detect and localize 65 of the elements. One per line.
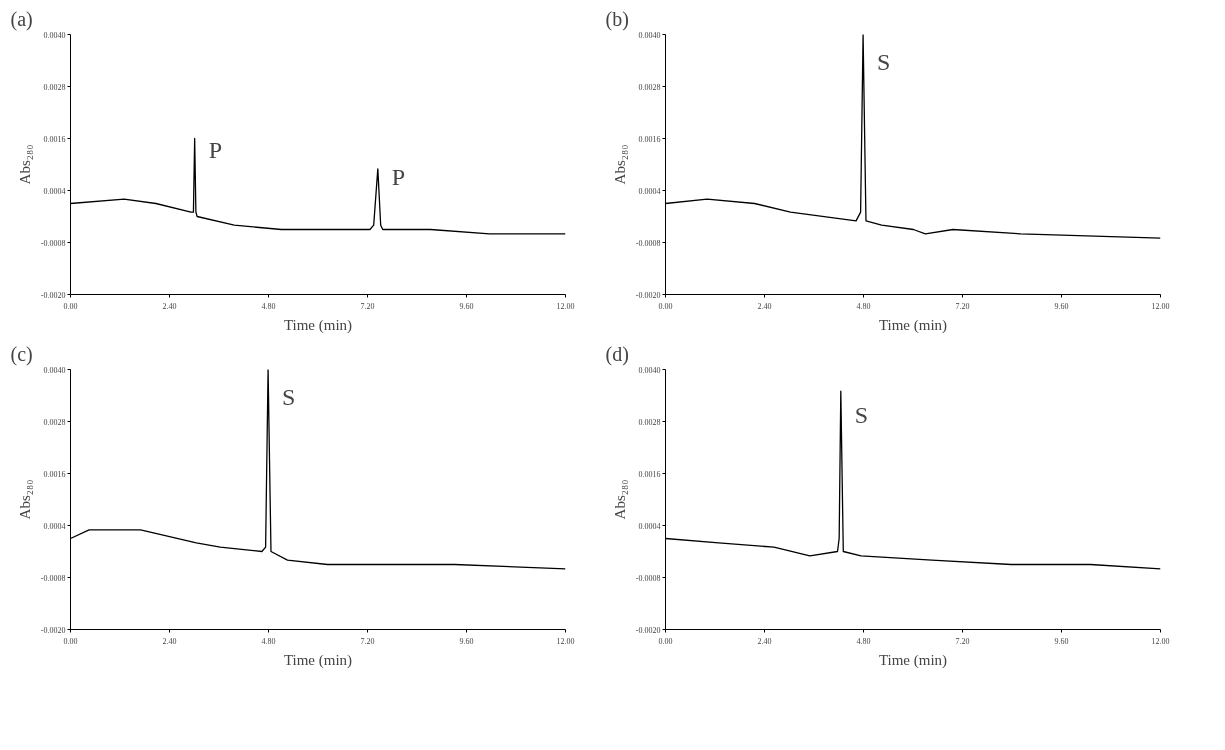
annotation: S bbox=[854, 402, 869, 429]
x-tick-label: 9.60 bbox=[1054, 301, 1069, 311]
y-axis-title: Abs₂₈₀ bbox=[611, 479, 628, 520]
y-tick-label: 0.0016 bbox=[43, 469, 66, 479]
y-axis-title: Abs₂₈₀ bbox=[611, 144, 628, 185]
x-tick-label: 0.00 bbox=[63, 636, 78, 646]
x-tick-label: 0.00 bbox=[658, 301, 673, 311]
y-tick-label: 0.0040 bbox=[638, 365, 661, 375]
y-tick-label: 0.0016 bbox=[638, 134, 661, 144]
x-tick-label: 7.20 bbox=[360, 636, 375, 646]
x-tick-label: 9.60 bbox=[459, 301, 474, 311]
annotation: S bbox=[282, 383, 296, 410]
x-tick-label: 2.40 bbox=[162, 301, 177, 311]
x-tick-label: 2.40 bbox=[757, 301, 772, 311]
y-tick-label: 0.0028 bbox=[638, 417, 661, 427]
y-tick-label: 0.0040 bbox=[43, 30, 66, 40]
x-axis-title: Time (min) bbox=[878, 316, 948, 334]
chart-title: (a) bbox=[10, 7, 33, 31]
y-tick-label: -0.0020 bbox=[635, 290, 661, 300]
x-tick-label: 4.80 bbox=[261, 636, 276, 646]
y-tick-label: 0.0016 bbox=[43, 134, 66, 144]
annotation: P bbox=[391, 164, 406, 191]
x-tick-label: 0.00 bbox=[63, 301, 78, 311]
x-axis-title: Time (min) bbox=[283, 651, 353, 669]
x-tick-label: 12.00 bbox=[1151, 301, 1170, 311]
x-tick-label: 9.60 bbox=[1054, 636, 1069, 646]
y-tick-label: 0.0004 bbox=[638, 521, 661, 531]
y-axis-title: Abs₂₈₀ bbox=[16, 144, 33, 185]
y-tick-label: -0.0020 bbox=[635, 625, 661, 635]
annotation: S bbox=[877, 49, 891, 76]
y-tick-label: 0.0040 bbox=[638, 30, 661, 40]
y-tick-label: 0.0040 bbox=[43, 365, 66, 375]
y-tick-label: 0.0004 bbox=[43, 521, 66, 531]
y-tick-label: 0.0004 bbox=[638, 186, 661, 196]
y-tick-label: -0.0020 bbox=[40, 625, 66, 635]
y-tick-label: -0.0008 bbox=[635, 573, 661, 583]
x-tick-label: 7.20 bbox=[955, 301, 970, 311]
x-tick-label: 2.40 bbox=[162, 636, 177, 646]
y-axis-title: Abs₂₈₀ bbox=[16, 479, 33, 520]
y-tick-label: 0.0004 bbox=[43, 186, 66, 196]
chart-title: (d) bbox=[605, 342, 629, 366]
annotation: P bbox=[208, 136, 223, 163]
y-tick-label: 0.0016 bbox=[638, 469, 661, 479]
x-axis-title: Time (min) bbox=[283, 316, 353, 334]
x-tick-label: 7.20 bbox=[360, 301, 375, 311]
x-tick-label: 0.00 bbox=[658, 636, 673, 646]
x-tick-label: 4.80 bbox=[261, 301, 276, 311]
x-tick-label: 4.80 bbox=[856, 636, 871, 646]
x-tick-label: 12.00 bbox=[1151, 636, 1170, 646]
x-tick-label: 12.00 bbox=[556, 636, 575, 646]
chart-title: (c) bbox=[10, 342, 33, 366]
x-tick-label: 4.80 bbox=[856, 301, 871, 311]
x-tick-label: 2.40 bbox=[757, 636, 772, 646]
x-axis-title: Time (min) bbox=[878, 651, 948, 669]
x-tick-label: 12.00 bbox=[556, 301, 575, 311]
y-tick-label: 0.0028 bbox=[638, 82, 661, 92]
y-tick-label: -0.0008 bbox=[635, 238, 661, 248]
y-tick-label: -0.0008 bbox=[40, 238, 66, 248]
y-tick-label: -0.0008 bbox=[40, 573, 66, 583]
x-tick-label: 9.60 bbox=[459, 636, 474, 646]
y-tick-label: 0.0028 bbox=[43, 417, 66, 427]
chart-title: (b) bbox=[605, 7, 629, 31]
y-tick-label: -0.0020 bbox=[40, 290, 66, 300]
x-tick-label: 7.20 bbox=[955, 636, 970, 646]
y-tick-label: 0.0028 bbox=[43, 82, 66, 92]
